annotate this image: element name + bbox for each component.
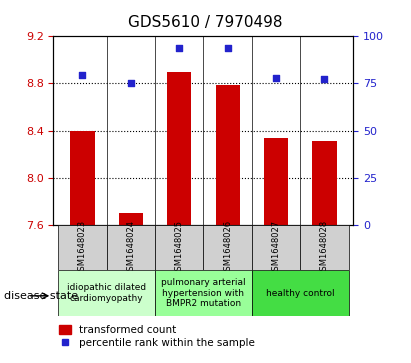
FancyBboxPatch shape <box>58 270 155 316</box>
Bar <box>312 141 337 225</box>
Point <box>321 76 328 82</box>
Bar <box>119 213 143 225</box>
Text: GSM1648024: GSM1648024 <box>126 220 135 276</box>
Text: idiopathic dilated
cardiomyopathy: idiopathic dilated cardiomyopathy <box>67 284 146 303</box>
FancyBboxPatch shape <box>58 225 107 270</box>
Legend: transformed count, percentile rank within the sample: transformed count, percentile rank withi… <box>59 325 255 348</box>
Point <box>127 81 134 86</box>
FancyBboxPatch shape <box>252 270 349 316</box>
Text: GSM1648026: GSM1648026 <box>223 220 232 276</box>
FancyBboxPatch shape <box>155 270 252 316</box>
Text: GSM1648025: GSM1648025 <box>175 220 184 276</box>
Bar <box>264 138 288 225</box>
Text: GDS5610 / 7970498: GDS5610 / 7970498 <box>128 15 283 29</box>
Text: GSM1648023: GSM1648023 <box>78 220 87 276</box>
FancyBboxPatch shape <box>203 225 252 270</box>
Point <box>79 72 86 78</box>
Text: GSM1648027: GSM1648027 <box>272 220 281 276</box>
Bar <box>167 72 192 225</box>
Point <box>176 45 182 51</box>
Text: healthy control: healthy control <box>266 289 335 298</box>
Text: disease state: disease state <box>4 291 78 301</box>
FancyBboxPatch shape <box>155 225 203 270</box>
Bar <box>215 85 240 225</box>
FancyBboxPatch shape <box>107 225 155 270</box>
Text: pulmonary arterial
hypertension with
BMPR2 mutation: pulmonary arterial hypertension with BMP… <box>161 278 246 308</box>
Point <box>273 75 279 81</box>
Text: GSM1648028: GSM1648028 <box>320 220 329 276</box>
FancyBboxPatch shape <box>300 225 349 270</box>
Bar <box>70 131 95 225</box>
Point <box>224 45 231 51</box>
FancyBboxPatch shape <box>252 225 300 270</box>
